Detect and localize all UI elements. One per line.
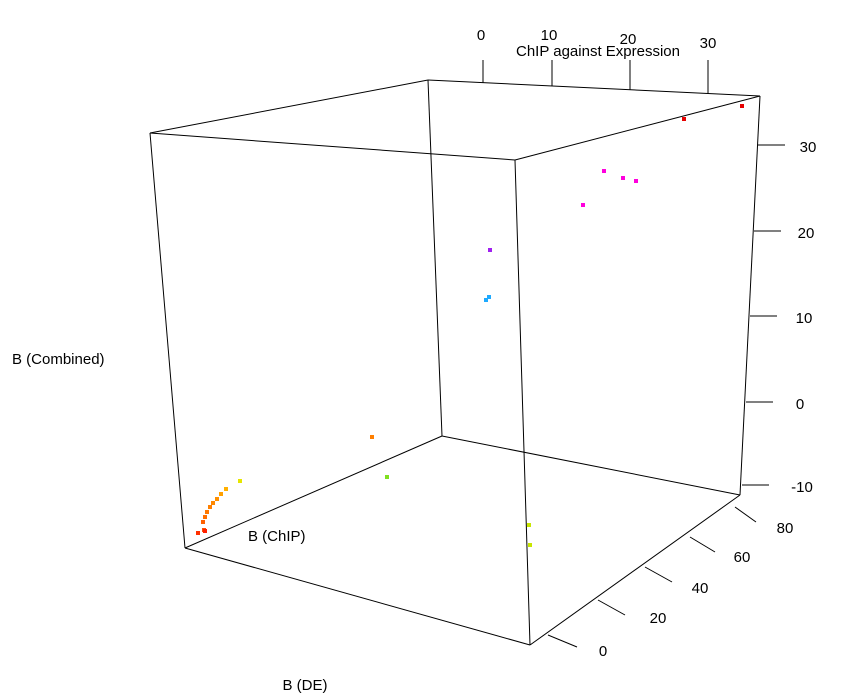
- depth-axis-tick: [734, 506, 757, 523]
- box-edge: [514, 95, 761, 161]
- right-axis-tick-label: 10: [796, 310, 813, 327]
- right-axis-tick-label: 30: [800, 139, 817, 156]
- data-point: [528, 543, 532, 547]
- y-axis-label: B (Combined): [12, 351, 105, 368]
- box-edge: [529, 494, 741, 646]
- depth-axis-tick-label: 60: [734, 549, 751, 566]
- top-axis-tick-label: 20: [620, 31, 637, 48]
- depth-axis-tick: [597, 599, 626, 616]
- data-point: [211, 501, 215, 505]
- z-axis-label: B (ChIP): [248, 528, 306, 545]
- data-point: [488, 248, 492, 252]
- box-edge: [514, 159, 531, 646]
- data-point: [238, 479, 242, 483]
- data-point: [203, 515, 207, 519]
- depth-axis-tick: [644, 566, 673, 583]
- data-point: [581, 203, 585, 207]
- box-edge: [427, 79, 761, 97]
- data-point: [203, 529, 207, 533]
- top-axis-tick-label: 10: [541, 27, 558, 44]
- depth-axis-tick: [689, 536, 716, 553]
- box-edge: [441, 435, 741, 496]
- data-point: [219, 492, 223, 496]
- top-axis: 0 10 20 30: [477, 27, 717, 94]
- data-point: [208, 505, 212, 509]
- data-point: [370, 435, 374, 439]
- data-point: [215, 497, 219, 501]
- data-point: [740, 104, 744, 108]
- top-axis-tick-label: 0: [477, 27, 485, 44]
- data-point: [634, 179, 638, 183]
- box-edge: [149, 79, 429, 134]
- box-edge: [184, 547, 531, 646]
- box-edge: [739, 95, 761, 496]
- right-axis: 30 20 10 0 -10: [742, 139, 816, 496]
- chart-title: ChIP against Expression: [516, 43, 680, 60]
- data-point: [484, 298, 488, 302]
- data-point: [201, 520, 205, 524]
- right-axis-tick-label: 20: [798, 225, 815, 242]
- box-edge: [184, 435, 443, 549]
- data-point: [682, 117, 686, 121]
- data-points: [196, 104, 744, 547]
- x-axis-label: B (DE): [283, 677, 328, 694]
- depth-axis: 80 60 40 20 0: [547, 506, 794, 660]
- box-edge: [149, 132, 186, 549]
- data-point: [487, 295, 491, 299]
- data-point: [602, 169, 606, 173]
- depth-axis-tick-label: 20: [650, 610, 667, 627]
- depth-axis-tick: [547, 634, 578, 648]
- depth-axis-tick-label: 80: [777, 520, 794, 537]
- data-point: [196, 531, 200, 535]
- plot-box: [149, 79, 761, 646]
- depth-axis-tick-label: 40: [692, 580, 709, 597]
- depth-axis-tick-label: 0: [599, 643, 607, 660]
- data-point: [224, 487, 228, 491]
- top-axis-tick-label: 30: [700, 35, 717, 52]
- data-point: [385, 475, 389, 479]
- right-axis-tick-label: -10: [791, 479, 813, 496]
- box-edge: [149, 132, 516, 161]
- right-axis-tick-label: 0: [796, 396, 804, 413]
- data-point: [527, 523, 531, 527]
- data-point: [205, 510, 209, 514]
- data-point: [621, 176, 625, 180]
- box-edge: [427, 79, 443, 437]
